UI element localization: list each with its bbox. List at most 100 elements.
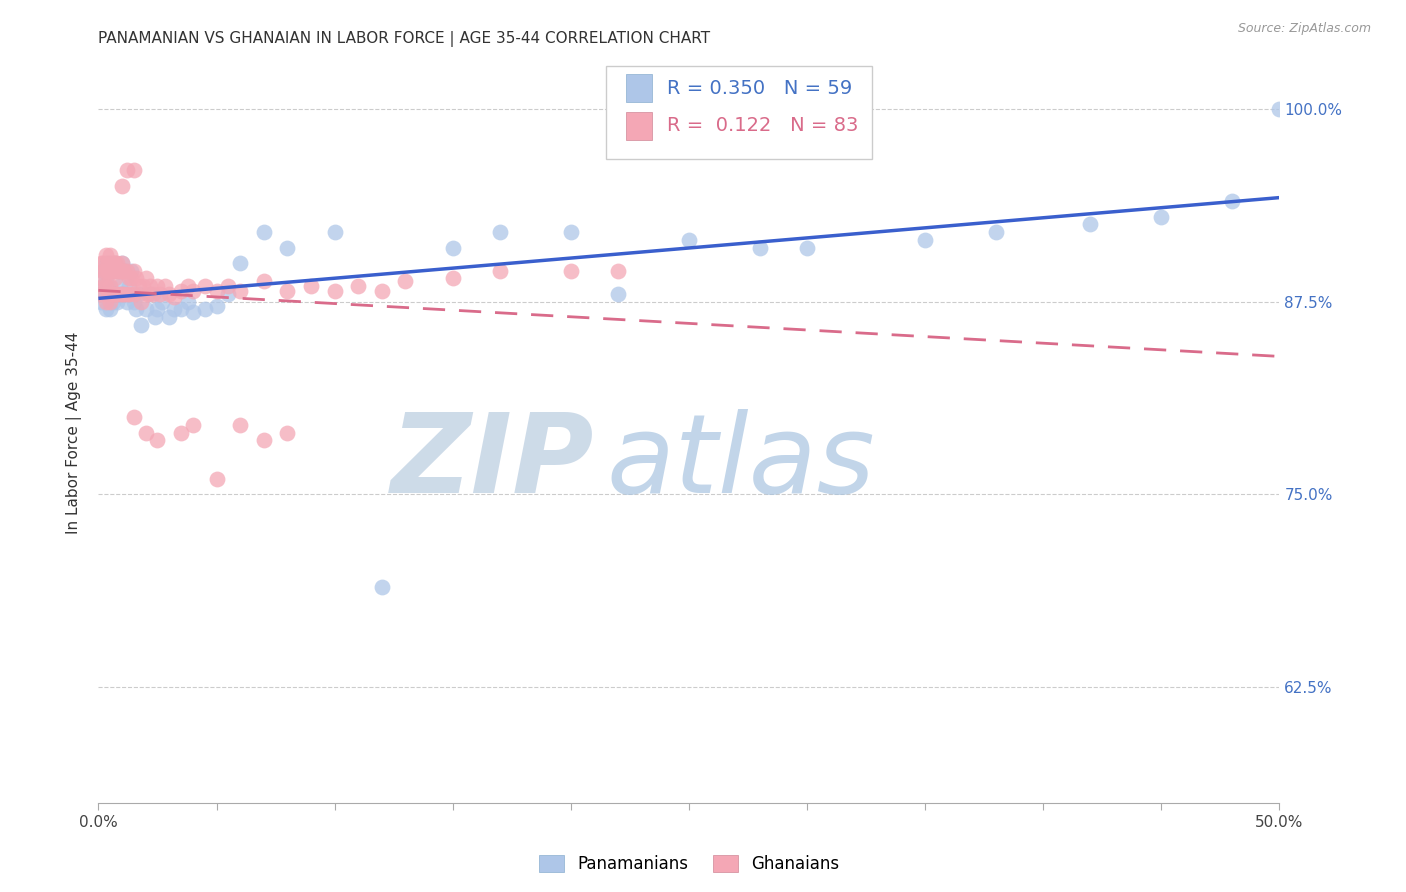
Point	[560, 225, 582, 239]
Point	[97, 256, 120, 270]
Point	[97, 286, 120, 301]
Point	[205, 284, 228, 298]
Legend: Panamanians, Ghanaians: Panamanians, Ghanaians	[531, 848, 846, 880]
Point	[135, 271, 157, 285]
Point	[194, 279, 217, 293]
Point	[748, 241, 770, 255]
Point	[125, 302, 148, 317]
Point	[90, 286, 112, 301]
Point	[371, 580, 394, 594]
Point	[97, 263, 120, 277]
Point	[98, 248, 121, 262]
Point	[205, 299, 228, 313]
Point	[122, 263, 145, 277]
Point	[125, 271, 148, 285]
Point	[115, 294, 138, 309]
Point	[1150, 210, 1173, 224]
Point	[163, 302, 186, 317]
Text: PANAMANIAN VS GHANAIAN IN LABOR FORCE | AGE 35-44 CORRELATION CHART: PANAMANIAN VS GHANAIAN IN LABOR FORCE | …	[98, 31, 710, 47]
Point	[104, 256, 127, 270]
Point	[276, 425, 298, 440]
Point	[111, 286, 134, 301]
Point	[142, 286, 165, 301]
Point	[157, 310, 180, 324]
Point	[90, 271, 112, 285]
Point	[135, 425, 157, 440]
Point	[111, 286, 134, 301]
Point	[112, 263, 135, 277]
Point	[98, 294, 121, 309]
Point	[253, 434, 276, 448]
Point	[105, 263, 128, 277]
Point	[105, 286, 128, 301]
Point	[217, 279, 239, 293]
Point	[135, 302, 157, 317]
Point	[94, 248, 117, 262]
Point	[229, 256, 252, 270]
Point	[94, 271, 117, 285]
Point	[121, 263, 143, 277]
Point	[139, 286, 162, 301]
Point	[153, 279, 176, 293]
Point	[323, 284, 346, 298]
Text: R = 0.350   N = 59: R = 0.350 N = 59	[666, 78, 852, 97]
Point	[441, 241, 464, 255]
Point	[678, 233, 700, 247]
Point	[101, 256, 124, 270]
Point	[181, 305, 204, 319]
Point	[170, 425, 193, 440]
Point	[129, 294, 152, 309]
Point	[115, 263, 138, 277]
Point	[122, 286, 145, 301]
FancyBboxPatch shape	[606, 66, 872, 159]
Point	[163, 290, 186, 304]
Point	[1080, 218, 1102, 232]
Point	[115, 286, 138, 301]
Point	[101, 294, 124, 309]
Point	[136, 286, 159, 301]
Point	[111, 256, 134, 270]
FancyBboxPatch shape	[626, 112, 652, 140]
Point	[94, 263, 117, 277]
Point	[157, 286, 180, 301]
Point	[177, 279, 200, 293]
Point	[112, 263, 135, 277]
Point	[122, 163, 145, 178]
Point	[371, 284, 394, 298]
Point	[205, 472, 228, 486]
Point	[91, 279, 114, 293]
Point	[98, 302, 121, 317]
Point	[128, 286, 150, 301]
Point	[146, 279, 169, 293]
Point	[118, 271, 141, 285]
Point	[170, 302, 193, 317]
Point	[181, 284, 204, 298]
Point	[111, 256, 134, 270]
Point	[146, 434, 169, 448]
Point	[94, 256, 117, 270]
Text: atlas: atlas	[606, 409, 875, 516]
Point	[98, 256, 121, 270]
Point	[181, 417, 204, 432]
Point	[139, 279, 162, 293]
Point	[1220, 194, 1243, 209]
Point	[98, 279, 121, 293]
Point	[394, 275, 416, 289]
Point	[105, 294, 128, 309]
Point	[98, 263, 121, 277]
Point	[796, 241, 818, 255]
Point	[146, 302, 169, 317]
Point	[118, 279, 141, 293]
Point	[489, 263, 512, 277]
Point	[217, 286, 239, 301]
Point	[105, 263, 128, 277]
FancyBboxPatch shape	[626, 74, 652, 103]
Point	[111, 263, 134, 277]
Point	[91, 256, 114, 270]
Point	[104, 286, 127, 301]
Point	[132, 279, 155, 293]
Point	[91, 263, 114, 277]
Point	[115, 163, 138, 178]
Point	[276, 241, 298, 255]
Point	[253, 275, 276, 289]
